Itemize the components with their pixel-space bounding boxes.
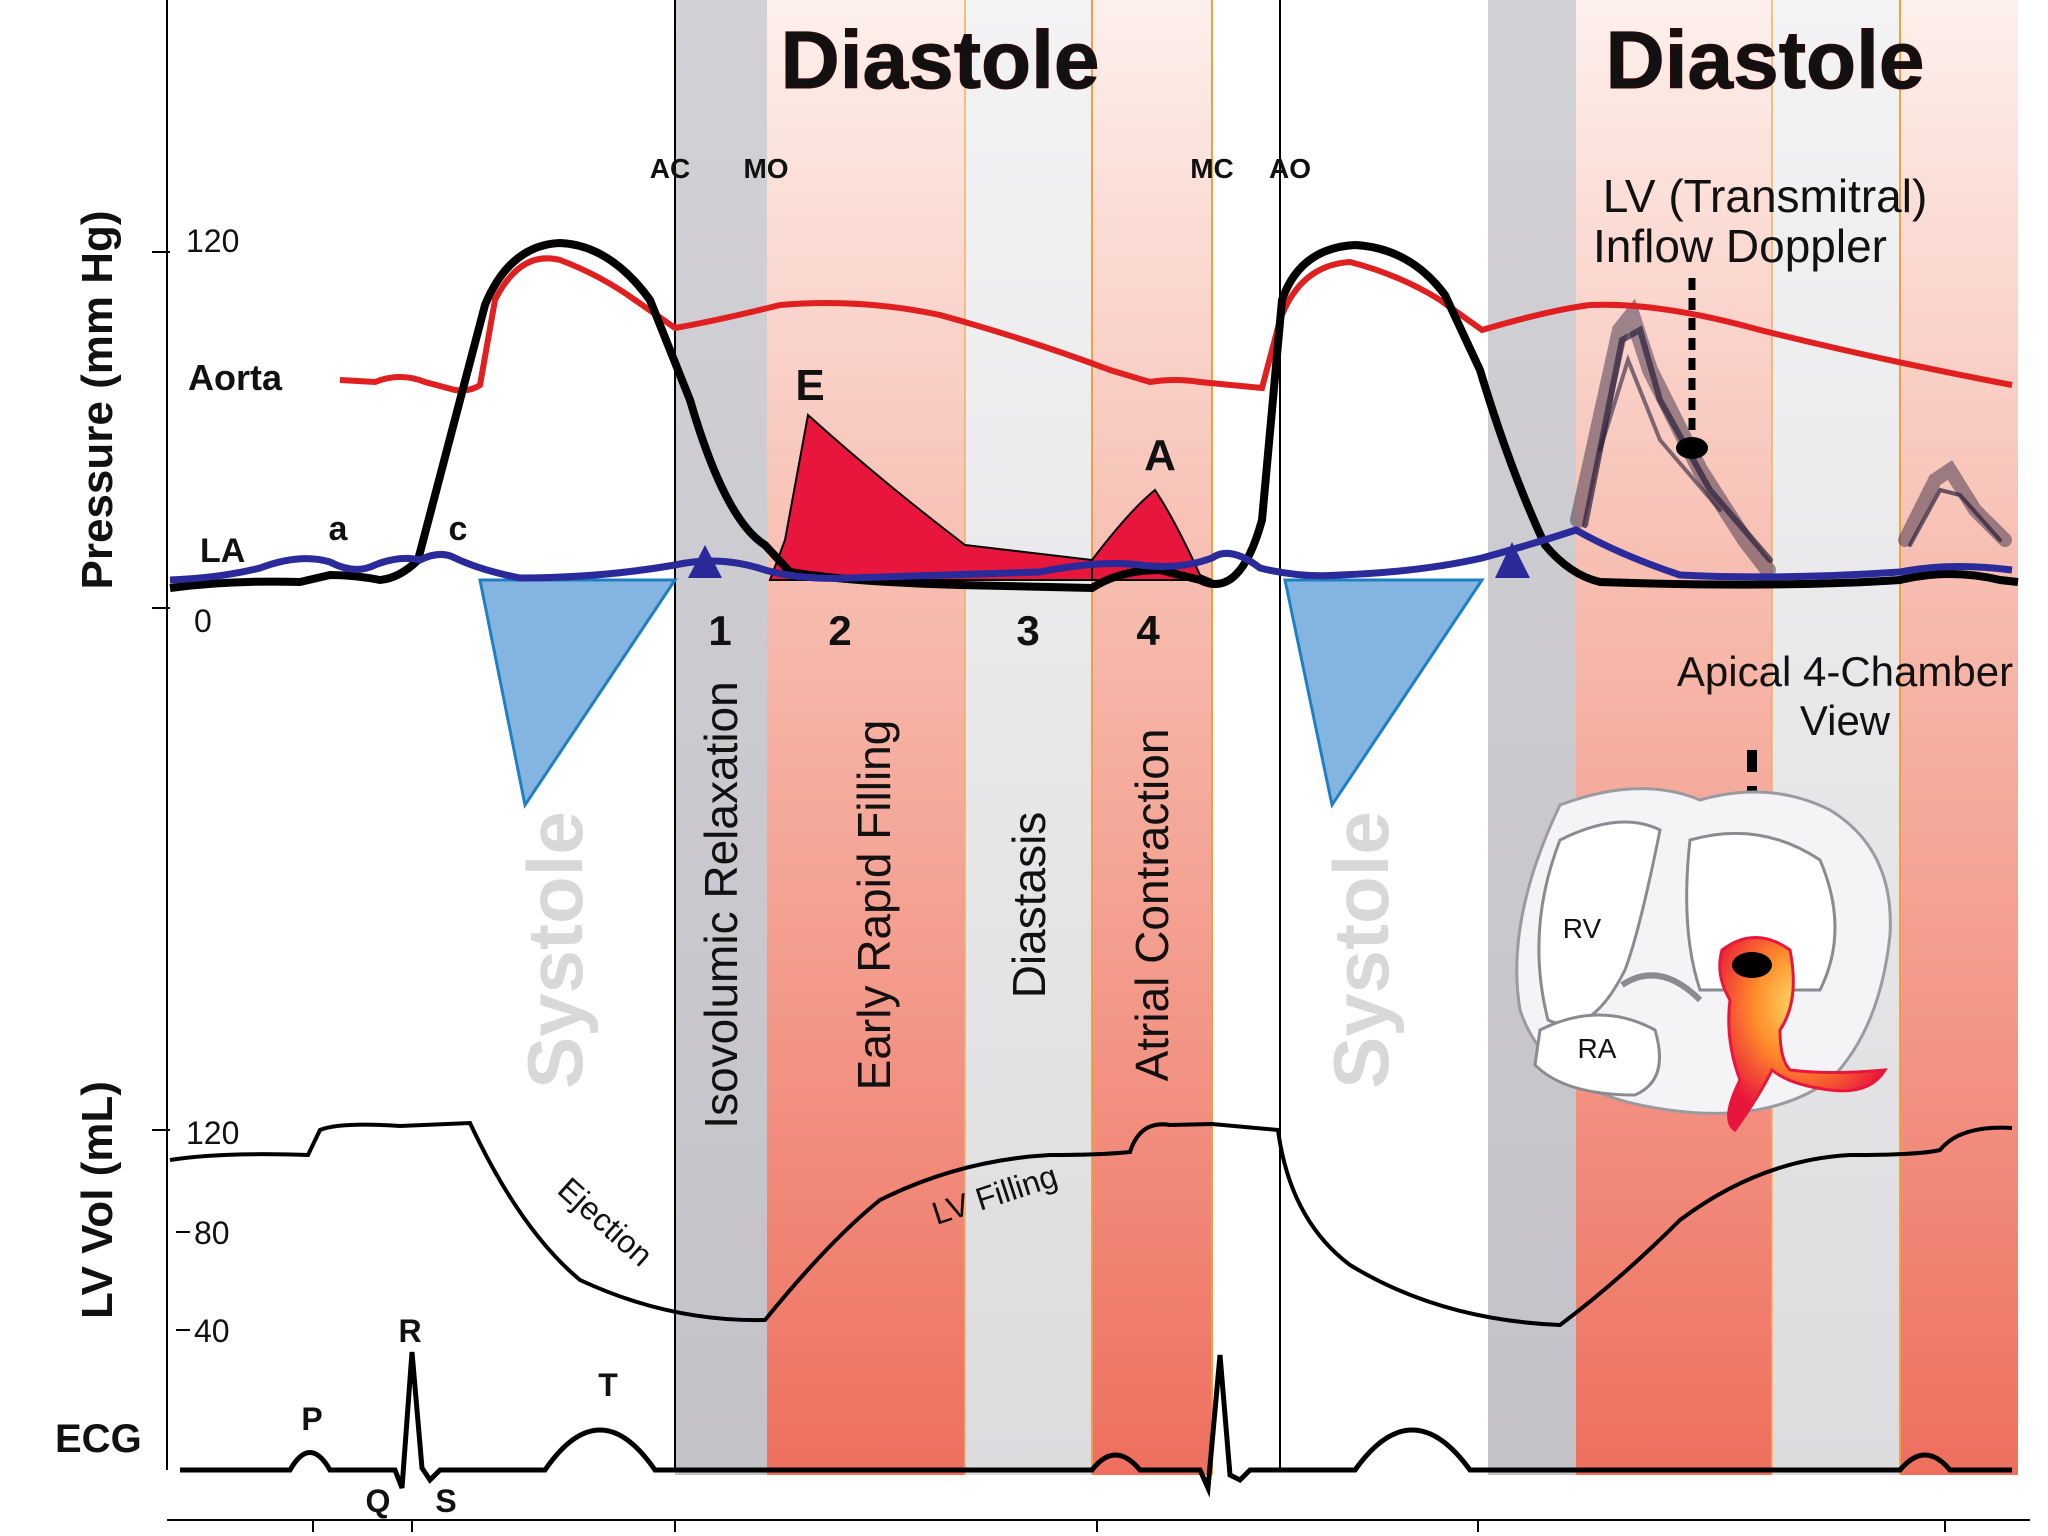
frame-lines xyxy=(166,0,2030,1532)
ecg-q-label: Q xyxy=(366,1483,391,1519)
valve-ac-label: AC xyxy=(650,153,690,184)
band-atrial-2 xyxy=(1900,0,2018,1475)
pressure-tick-120: 120 xyxy=(186,223,239,259)
band-diastasis-1 xyxy=(965,0,1092,1475)
diastasis-label: Diastasis xyxy=(1003,812,1055,999)
ecg-t-label: T xyxy=(598,1367,618,1403)
band-isovolumic-1 xyxy=(675,0,767,1475)
pressure-tick-0: 0 xyxy=(194,603,212,639)
la-marker-2 xyxy=(1495,542,1530,578)
apical-4-chamber-heart: RV RA xyxy=(1515,787,1892,1133)
phase-number-4: 4 xyxy=(1136,607,1160,654)
valve-ao-label: AO xyxy=(1269,153,1311,184)
ecg-s-label: S xyxy=(435,1483,456,1519)
volume-axis-label: LV Vol (mL) xyxy=(73,1081,122,1319)
diastole-title-1: Diastole xyxy=(781,15,1100,106)
a-wave-small-label: a xyxy=(329,510,349,548)
ecg-r-label: R xyxy=(398,1313,421,1349)
band-early-filling-2 xyxy=(1576,0,1772,1475)
e-wave-label: E xyxy=(795,361,824,410)
systole-label-2: Systole xyxy=(1317,811,1405,1088)
isovolumic-label: Isovolumic Relaxation xyxy=(695,681,747,1128)
valve-mc-label: MC xyxy=(1190,153,1234,184)
e-wave xyxy=(768,413,1093,581)
band-diastasis-2 xyxy=(1772,0,1900,1475)
atrial-contraction-label: Atrial Contraction xyxy=(1126,729,1178,1082)
systole-label-1: Systole xyxy=(511,811,599,1088)
volume-tick-40: 40 xyxy=(194,1313,230,1349)
doppler-label-line1: LV (Transmitral) xyxy=(1603,170,1928,222)
ecg-axis-label: ECG xyxy=(55,1417,142,1461)
la-pressure-curve xyxy=(169,526,2013,584)
systole-flow-triangle-1 xyxy=(478,578,678,809)
phase-number-3: 3 xyxy=(1016,607,1039,654)
early-filling-label: Early Rapid Filling xyxy=(848,720,900,1091)
ejection-label: Ejection xyxy=(551,1170,660,1273)
pressure-axis-label: Pressure (mm Hg) xyxy=(73,210,122,589)
band-isovolumic-2 xyxy=(1488,0,1576,1475)
band-atrial-1 xyxy=(1092,0,1212,1475)
la-marker-1 xyxy=(688,545,722,578)
a-wave-label: A xyxy=(1144,431,1176,480)
ecg-p-label: P xyxy=(301,1401,322,1437)
volume-tick-80: 80 xyxy=(194,1215,230,1251)
apical-label-line1: Apical 4-Chamber xyxy=(1677,648,2013,695)
mitral-inflow-jet xyxy=(1718,936,1888,1133)
doppler-trace xyxy=(1570,298,2012,578)
valve-mo-label: MO xyxy=(743,153,788,184)
doppler-pointer-dot xyxy=(1676,437,1708,459)
band-early-filling-1 xyxy=(767,0,965,1475)
rv-label: RV xyxy=(1563,913,1602,944)
lv-pressure-curve xyxy=(169,238,2019,593)
aorta-label: Aorta xyxy=(188,357,283,398)
phase-number-1: 1 xyxy=(708,607,731,654)
lv-volume-curve xyxy=(169,1120,2013,1328)
aorta-pressure-curve xyxy=(339,255,2013,394)
ra-label: RA xyxy=(1578,1033,1617,1064)
ecg-trace xyxy=(180,1351,2012,1498)
phase-bands xyxy=(675,0,2018,1475)
doppler-label-line2: Inflow Doppler xyxy=(1593,220,1887,272)
phase-number-2: 2 xyxy=(828,607,851,654)
a-wave xyxy=(1091,488,1213,581)
c-wave-label: c xyxy=(449,510,468,548)
volume-tick-120: 120 xyxy=(186,1115,239,1151)
apical-label-line2: View xyxy=(1800,697,1891,744)
la-label: LA xyxy=(200,532,245,570)
systole-flow-triangle-2 xyxy=(1283,578,1485,809)
diastole-title-2: Diastole xyxy=(1606,15,1925,106)
